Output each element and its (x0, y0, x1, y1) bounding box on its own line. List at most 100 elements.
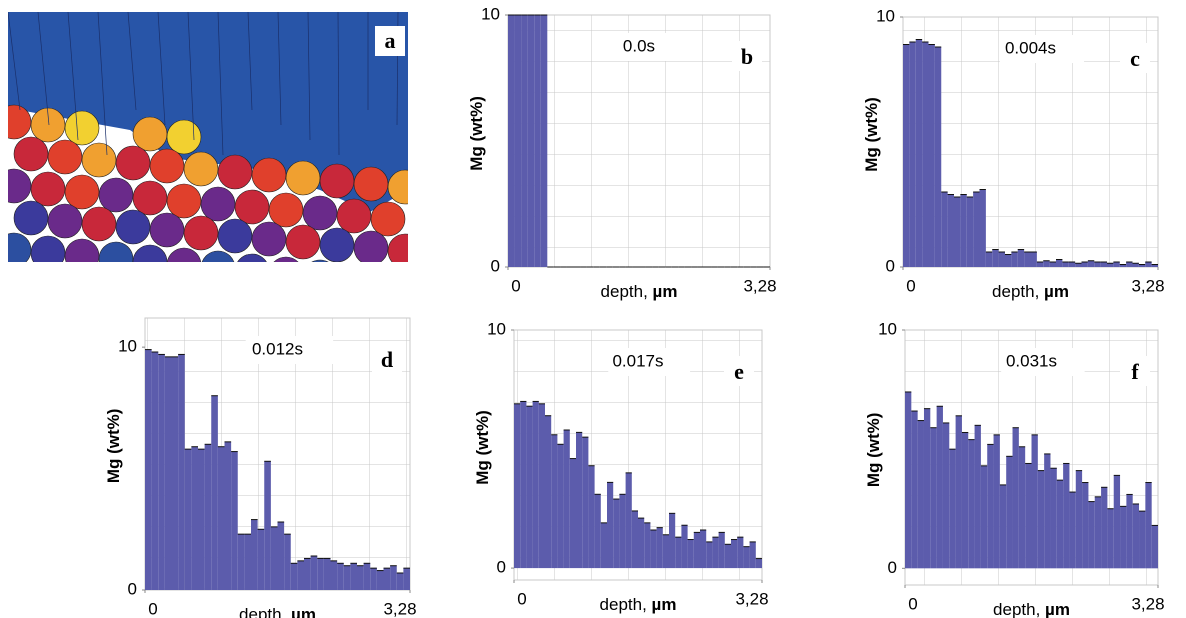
bar (576, 432, 583, 569)
panel-letter: c (1130, 46, 1140, 71)
bar (687, 539, 694, 569)
bar (1056, 259, 1063, 267)
bar (1075, 263, 1082, 267)
y-axis-label: Mg (wt%) (864, 413, 883, 488)
particle (132, 180, 168, 216)
particle (149, 148, 185, 184)
bar (224, 441, 232, 590)
x-axis-label: depth, µm (993, 600, 1070, 618)
bar (961, 432, 969, 569)
x-axis-label-text: depth, (239, 605, 286, 618)
bar (1024, 252, 1031, 267)
bar (905, 391, 912, 569)
particle (302, 195, 338, 231)
bar (992, 249, 999, 267)
particle (183, 151, 219, 187)
bar (973, 192, 980, 267)
bar (1120, 506, 1127, 569)
bar (563, 430, 570, 569)
bar (644, 522, 651, 569)
particle (166, 183, 202, 219)
particle (353, 166, 389, 202)
bar (251, 519, 258, 590)
title-box (608, 348, 691, 376)
x-axis-label-text: depth, (993, 600, 1040, 618)
particle (81, 206, 117, 242)
bar (363, 563, 371, 590)
bar (681, 525, 688, 569)
particle (285, 160, 321, 196)
x-tick-label: 0 (906, 276, 915, 295)
bar (731, 539, 738, 569)
x-axis-unit: µm (652, 595, 677, 614)
bar (966, 197, 974, 267)
bar (979, 189, 986, 267)
bar (178, 354, 185, 590)
bar (390, 565, 397, 590)
title-box (1001, 348, 1085, 376)
bar (909, 42, 916, 267)
mesh-line (37, 12, 50, 126)
particle (47, 203, 83, 239)
bar (526, 406, 533, 569)
bar (540, 15, 548, 267)
bar (237, 534, 245, 590)
bar (911, 411, 918, 569)
particle (285, 224, 321, 260)
panel-letter-box (1120, 43, 1150, 73)
bar (244, 534, 251, 590)
x-axis-label-text: depth, (600, 595, 647, 614)
x-axis-label: depth, µm (600, 595, 677, 614)
particle (8, 232, 32, 262)
particle (217, 218, 253, 254)
bar (204, 444, 212, 590)
bar (928, 44, 935, 267)
bar (270, 526, 278, 590)
particle (387, 233, 408, 262)
bar (613, 499, 620, 569)
x-tick-label: 3,28 (383, 599, 416, 618)
particle (149, 212, 185, 248)
bar (343, 565, 351, 590)
bar (582, 437, 589, 569)
bar (297, 560, 304, 590)
bar (999, 484, 1007, 569)
bar (625, 472, 632, 569)
bar (304, 558, 311, 590)
mesh-line (97, 12, 108, 156)
bar (1037, 470, 1045, 569)
bar (569, 458, 576, 569)
x-axis-unit: µm (1045, 600, 1070, 618)
x-tick-label: 3,28 (1131, 594, 1164, 613)
bar (619, 494, 626, 569)
x-axis-label-text: depth, (992, 282, 1039, 301)
bar (1100, 262, 1107, 267)
particle (217, 154, 253, 190)
bar (1132, 263, 1139, 267)
bar (737, 537, 744, 569)
bar (1069, 492, 1076, 569)
panel-title: 0.017s (612, 351, 663, 370)
particle (64, 174, 100, 210)
bar (1151, 525, 1158, 569)
bar (1119, 264, 1127, 267)
bar (1043, 260, 1050, 267)
bar (370, 568, 377, 590)
particle (183, 215, 219, 251)
bar (1081, 262, 1088, 267)
bar (1151, 264, 1158, 267)
bar (915, 39, 923, 267)
particle (8, 168, 32, 204)
particle (13, 200, 49, 236)
bar (191, 446, 198, 590)
x-tick-label: 0 (908, 594, 917, 613)
bar (1017, 249, 1025, 267)
mesh-line (307, 12, 311, 141)
bar (323, 558, 331, 590)
x-tick-label: 3,28 (743, 276, 776, 295)
particle (64, 238, 100, 262)
mesh-line (157, 12, 166, 126)
particle (387, 169, 408, 205)
bar (376, 570, 384, 590)
